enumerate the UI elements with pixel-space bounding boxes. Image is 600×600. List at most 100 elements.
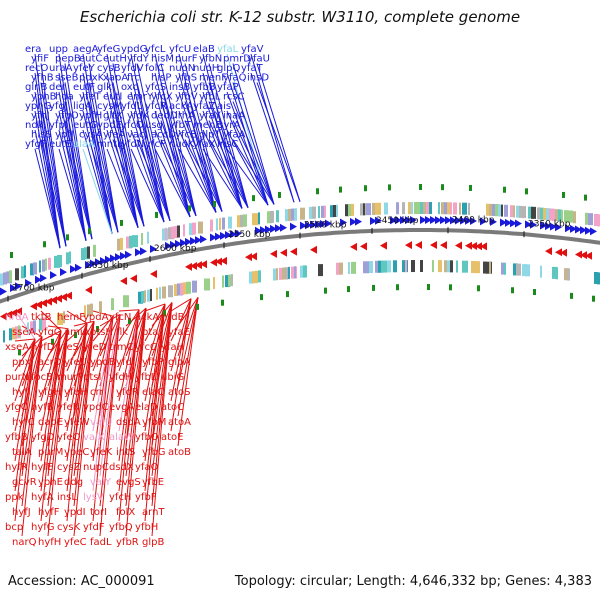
forward-gene-connector: [88, 120, 119, 233]
marker: [419, 184, 422, 191]
forward-gene-arrow: [125, 250, 132, 259]
reverse-gene-arrow: [430, 241, 437, 250]
reverse-gene-label: nrdA: [5, 312, 29, 323]
reverse-gene-label: hyfD: [31, 342, 55, 353]
forward-gene-connector: [112, 63, 145, 227]
marker: [339, 186, 342, 193]
reverse-gene-label: yfeC: [64, 537, 87, 548]
reverse-gene-arrow: [50, 296, 57, 305]
reverse-gene-label: atoC: [161, 402, 184, 413]
feature-block: [168, 285, 173, 298]
forward-gene-label: usg: [145, 120, 163, 131]
feature-block: [375, 202, 381, 215]
marker: [74, 332, 77, 339]
reverse-gene-arrow: [60, 293, 67, 302]
forward-gene-arrow: [575, 225, 582, 234]
reverse-gene-connector: [92, 315, 114, 342]
reverse-gene-label: talA: [12, 447, 32, 458]
feature-block: [369, 261, 373, 274]
feature-block: [336, 204, 338, 217]
marker: [51, 338, 54, 345]
forward-gene-label: ypdE: [97, 120, 122, 131]
forward-gene-label: yfaL: [217, 44, 239, 55]
reverse-gene-arrow: [65, 291, 72, 300]
reverse-gene-label: ppk: [5, 492, 24, 503]
reverse-gene-connector: [21, 336, 43, 357]
feature-block: [447, 260, 452, 273]
reverse-gene-label: yfbR: [116, 537, 139, 548]
forward-gene-arrow: [230, 230, 237, 239]
reverse-gene-connector: [92, 316, 114, 372]
forward-gene-connector: [178, 72, 217, 213]
feature-block: [66, 252, 69, 265]
marker: [96, 326, 99, 333]
feature-block: [558, 209, 562, 222]
feature-block: [186, 281, 191, 294]
reverse-gene-arrow: [195, 261, 202, 270]
forward-gene-arrow: [530, 220, 537, 229]
reverse-gene-label: yfeS: [57, 342, 79, 353]
forward-gene-label: aegA: [73, 44, 99, 55]
feature-block: [402, 202, 405, 215]
reverse-gene-arrow: [40, 299, 47, 308]
forward-gene-label: yfaY: [199, 111, 222, 122]
feature-block: [138, 291, 143, 304]
reverse-gene-arrow: [55, 294, 62, 303]
feature-block: [300, 207, 305, 220]
reverse-gene-arrow: [560, 248, 567, 257]
forward-gene-label: yfeA: [103, 130, 126, 141]
tick-label: 2450 kbp: [376, 216, 419, 226]
feature-block: [537, 207, 541, 220]
feature-block: [531, 206, 536, 219]
reverse-gene-connector: [40, 330, 62, 462]
forward-gene-arrow: [410, 216, 417, 225]
feature-block: [333, 204, 337, 217]
reverse-gene-connector: [170, 298, 192, 312]
forward-gene-label: gyrA: [217, 120, 240, 131]
marker: [477, 285, 480, 292]
reverse-gene-connector: [118, 309, 140, 312]
reverse-gene-label: valY: [90, 477, 112, 488]
reverse-gene-label: nupC: [83, 462, 109, 473]
forward-gene-label: hisM: [151, 54, 174, 65]
forward-gene-arrow: [490, 217, 497, 226]
feature-block: [372, 202, 375, 215]
reverse-gene-arrow: [35, 300, 42, 309]
reverse-gene-arrow: [220, 256, 227, 265]
feature-block: [426, 202, 429, 215]
feature-block: [141, 233, 143, 246]
reverse-gene-arrow: [0, 312, 7, 321]
feature-block: [501, 262, 505, 275]
feature-block: [375, 260, 380, 273]
forward-gene-connector: [202, 53, 243, 209]
forward-gene-connector: [88, 82, 119, 233]
forward-gene-connector: [34, 148, 61, 249]
forward-gene-connector: [256, 82, 301, 202]
forward-gene-connector: [178, 129, 217, 213]
forward-gene-connector: [160, 82, 197, 217]
reverse-gene-label: yfbG: [142, 447, 166, 458]
forward-gene-connector: [64, 82, 93, 240]
reverse-gene-connector: [144, 303, 166, 432]
feature-block: [288, 266, 290, 279]
reverse-gene-label: dsdA: [116, 417, 141, 428]
reverse-gene-connector: [118, 309, 140, 402]
forward-gene-label: yfbN: [199, 54, 222, 65]
feature-block: [453, 202, 457, 215]
forward-gene-arrow: [75, 263, 82, 272]
reverse-gene-arrow: [360, 242, 367, 251]
feature-block: [321, 205, 325, 218]
forward-gene-label: yfcS: [145, 82, 166, 93]
reverse-gene-arrow: [30, 302, 37, 311]
marker: [584, 194, 587, 201]
forward-gene-connector: [130, 129, 165, 223]
feature-block: [594, 271, 598, 284]
forward-gene-arrow: [10, 284, 17, 293]
forward-gene-arrow: [510, 219, 517, 228]
forward-gene-arrow: [300, 221, 307, 230]
reverse-gene-arrow: [575, 250, 582, 259]
forward-gene-connector: [178, 148, 217, 213]
forward-gene-label: pdxK: [79, 73, 105, 84]
forward-gene-label: eutG: [73, 120, 97, 131]
forward-gene-arrow: [505, 218, 512, 227]
